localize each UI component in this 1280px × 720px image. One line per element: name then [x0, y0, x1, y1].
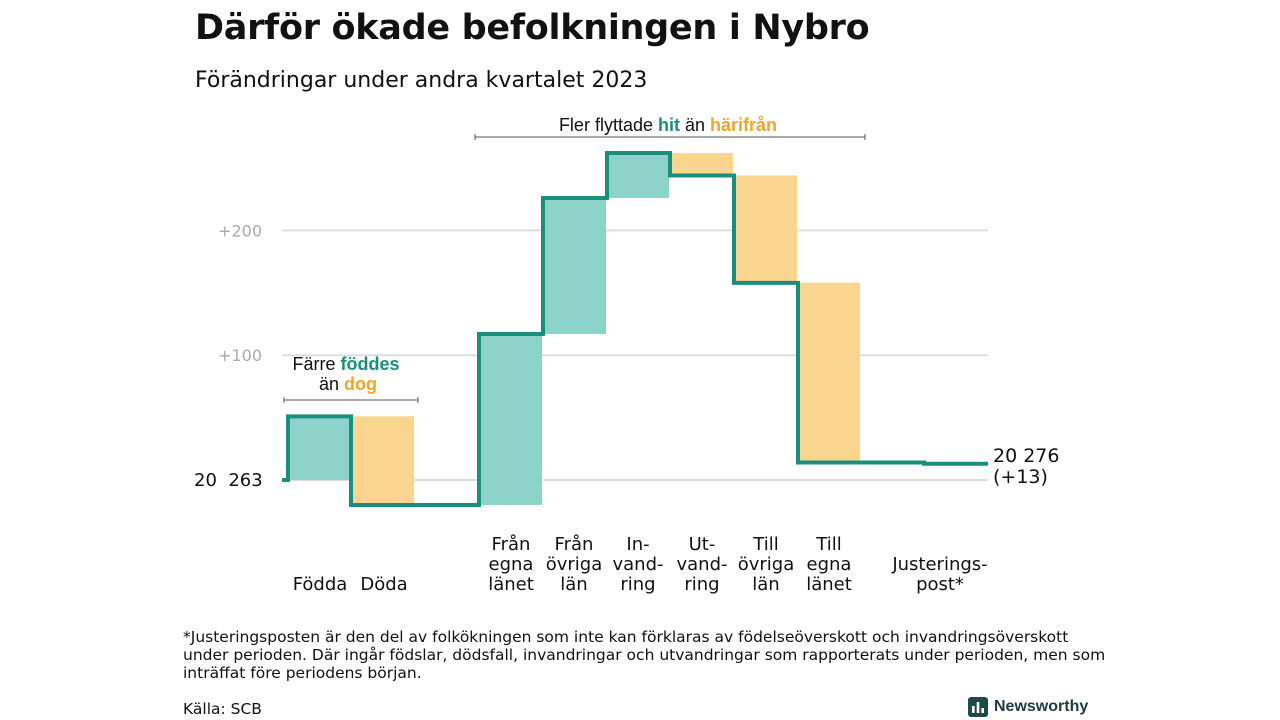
category-label-4-line-1: vand- — [612, 554, 663, 575]
category-label-8-line-0: Justerings- — [891, 554, 987, 575]
category-label-4-line-2: ring — [620, 574, 655, 595]
migration-annotation-text: Fler flyttade — [559, 115, 658, 135]
deaths-annotation-text: än — [319, 374, 344, 394]
category-label-0-line-0: Födda — [293, 574, 348, 595]
migration-annotation-middle: än — [680, 115, 710, 135]
births-highlight: föddes — [341, 354, 400, 374]
category-label-6-line-0: Till — [752, 534, 778, 555]
footnote: *Justeringsposten är den del av folkökni… — [183, 628, 1106, 682]
category-label-1-line-0: Döda — [360, 574, 407, 595]
chart-title: Därför ökade befolkningen i Nybro — [195, 8, 870, 48]
category-label-5-line-1: vand- — [676, 554, 727, 575]
bar-tillövrigalän — [735, 175, 797, 283]
brand: Newsworthy — [968, 697, 1088, 717]
category-label-3-line-2: län — [560, 574, 587, 595]
bar-frånegnalänet — [480, 333, 542, 505]
category-label-3-line-0: Från — [555, 534, 594, 555]
category-label-5-line-2: ring — [684, 574, 719, 595]
category-label-2-line-2: länet — [488, 574, 534, 595]
category-label-6-line-2: län — [752, 574, 779, 595]
category-label-3-line-1: övriga — [546, 554, 603, 575]
cumulative-step-line — [282, 151, 988, 507]
births-annotation-text: Färre — [292, 354, 340, 374]
category-label-7-line-0: Till — [815, 534, 841, 555]
newsworthy-logo-icon — [968, 697, 988, 717]
bar-döda — [352, 416, 414, 505]
deaths-highlight: dog — [344, 374, 377, 394]
y-tick-label-0: +200 — [218, 221, 262, 240]
category-label-2-line-0: Från — [492, 534, 531, 555]
y-tick-label-1: +100 — [218, 346, 262, 365]
bar-frånövrigalän — [544, 197, 606, 334]
end-value-label: 20 276 — [993, 445, 1059, 467]
category-label-5-line-0: Ut- — [689, 534, 716, 555]
start-value-label: 20 263 — [194, 470, 263, 491]
births-annotation-line1: Färre föddes — [292, 354, 399, 374]
category-label-7-line-1: egna — [807, 554, 852, 575]
migration-in-highlight: hit — [658, 115, 680, 135]
category-label-7-line-2: länet — [806, 574, 852, 595]
bar-tillegnalänet — [799, 282, 860, 463]
bar-utvandring — [671, 153, 733, 176]
category-label-2-line-1: egna — [489, 554, 534, 575]
migration-annotation: Fler flyttade hit än härifrån — [559, 115, 777, 135]
bar-invandring — [608, 153, 669, 198]
bar-födda — [289, 416, 350, 480]
brand-name: Newsworthy — [994, 698, 1089, 715]
category-label-8-line-1: post* — [916, 574, 964, 595]
migration-out-highlight: härifrån — [710, 115, 777, 135]
source-note: Källa: SCB — [183, 700, 262, 718]
births-annotation-line2: än dog — [319, 374, 377, 394]
category-label-4-line-0: In- — [626, 534, 649, 555]
end-change-label: (+13) — [993, 466, 1048, 488]
category-label-6-line-1: övriga — [738, 554, 795, 575]
chart-subtitle: Förändringar under andra kvartalet 2023 — [195, 68, 648, 93]
